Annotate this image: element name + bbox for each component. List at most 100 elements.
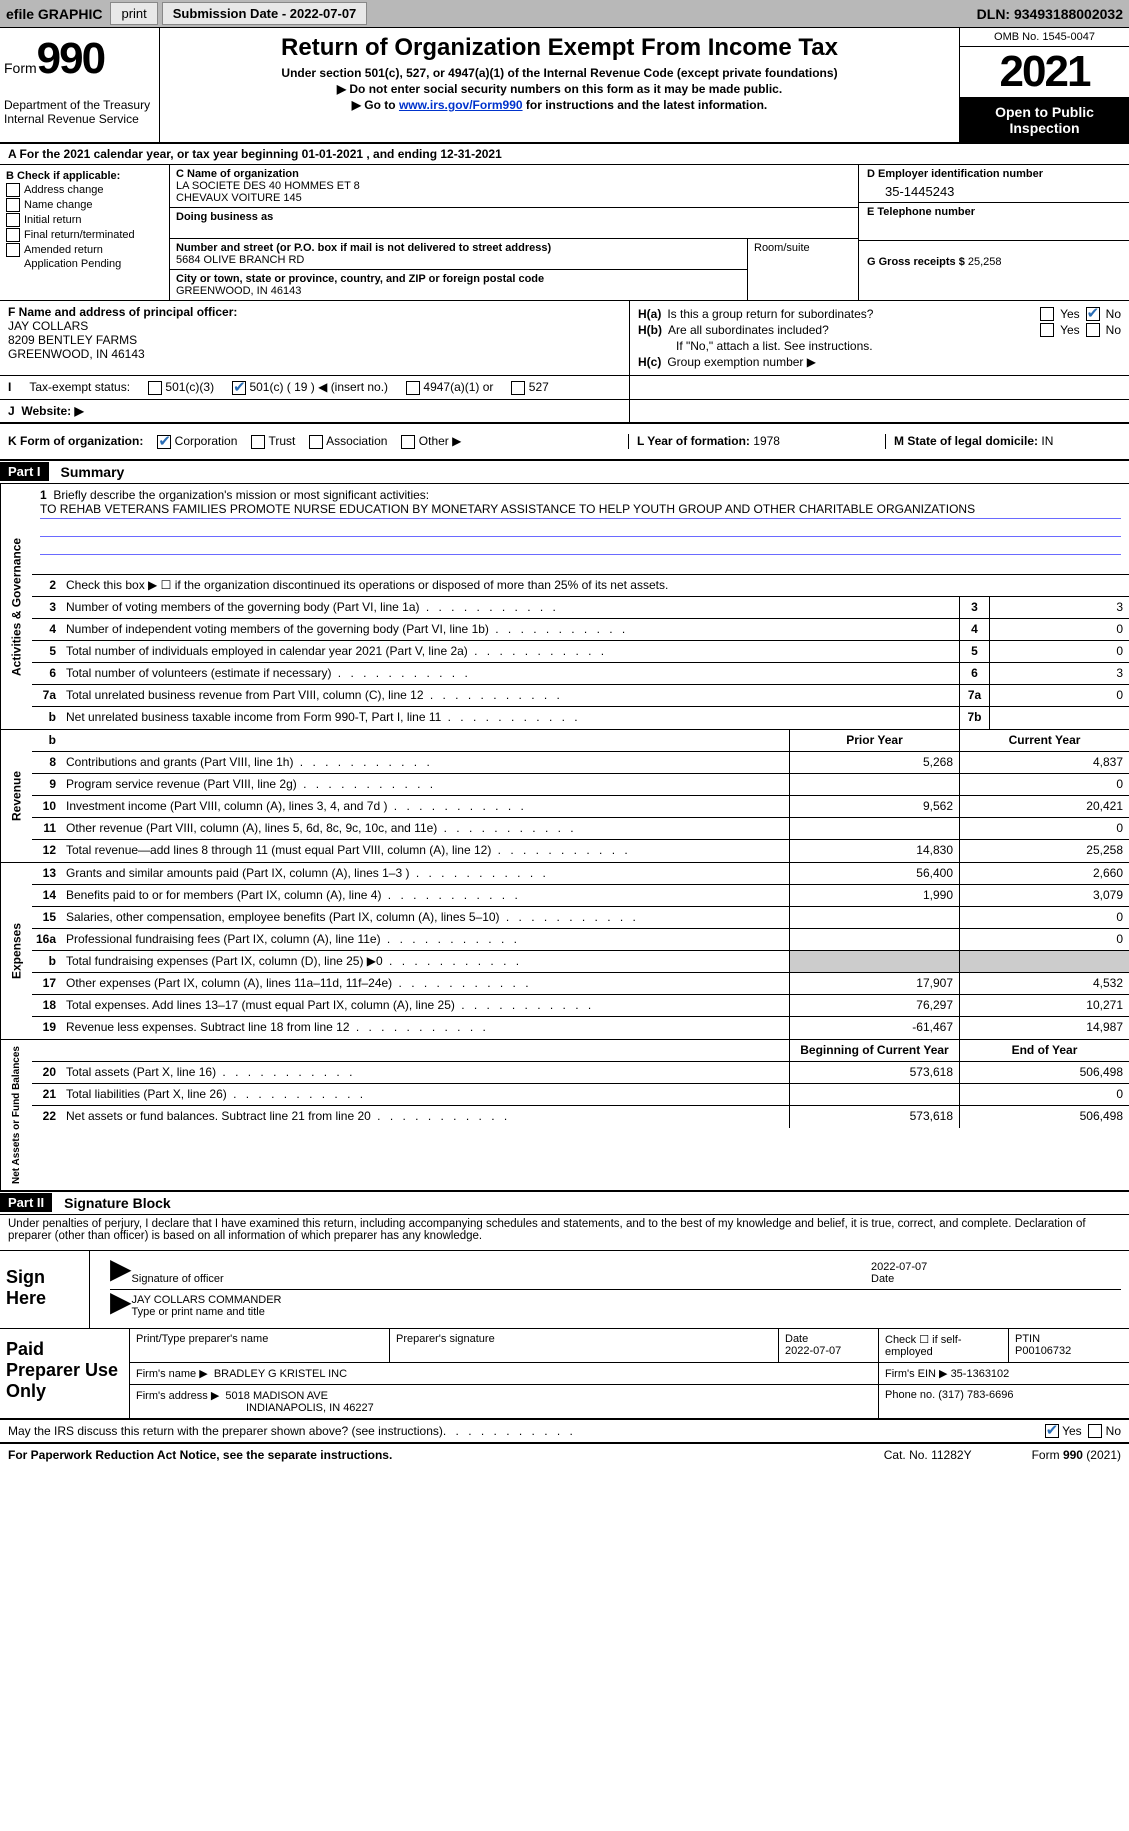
omb-label: OMB No. 1545-0047	[960, 28, 1129, 47]
gross-receipts-value: 25,258	[968, 256, 1002, 268]
firm-addr2: INDIANAPOLIS, IN 46227	[246, 1402, 374, 1414]
summary-net-assets: Net Assets or Fund Balances Beginning of…	[0, 1040, 1129, 1192]
year-formation: 1978	[753, 434, 780, 448]
summary-line: 13Grants and similar amounts paid (Part …	[32, 863, 1129, 885]
officer-addr2: GREENWOOD, IN 46143	[8, 347, 145, 361]
paid-preparer-block: Paid Preparer Use Only Print/Type prepar…	[0, 1329, 1129, 1420]
summary-line: 21Total liabilities (Part X, line 26)0	[32, 1084, 1129, 1106]
summary-line: 10Investment income (Part VIII, column (…	[32, 796, 1129, 818]
checkbox-other[interactable]	[401, 435, 415, 449]
summary-line: 16aProfessional fundraising fees (Part I…	[32, 929, 1129, 951]
summary-line: 20Total assets (Part X, line 16)573,6185…	[32, 1062, 1129, 1084]
checkbox-hb-yes[interactable]	[1040, 323, 1054, 337]
checkbox-initial-return[interactable]	[6, 213, 20, 227]
form-header: Form990 Department of the Treasury Inter…	[0, 28, 1129, 144]
checkbox-trust[interactable]	[251, 435, 265, 449]
form-word: Form	[4, 60, 37, 76]
summary-line: bTotal fundraising expenses (Part IX, co…	[32, 951, 1129, 973]
dln-label: DLN: 93493188002032	[971, 6, 1129, 22]
preparer-date: 2022-07-07	[785, 1345, 841, 1357]
name-arrow-icon: ▶	[110, 1302, 132, 1326]
officer-name-title: JAY COLLARS COMMANDER	[132, 1294, 282, 1306]
checkbox-name-change[interactable]	[6, 198, 20, 212]
summary-expenses: Expenses 13Grants and similar amounts pa…	[0, 863, 1129, 1040]
subtitle-2: ▶ Do not enter social security numbers o…	[166, 82, 953, 96]
row-k-form-org: K Form of organization: Corporation Trus…	[0, 424, 1129, 461]
summary-line: 18Total expenses. Add lines 13–17 (must …	[32, 995, 1129, 1017]
row-a-calendar-year: A For the 2021 calendar year, or tax yea…	[0, 144, 1129, 165]
row-i-tax-status: I Tax-exempt status: 501(c)(3) 501(c) ( …	[0, 376, 1129, 400]
checkbox-association[interactable]	[309, 435, 323, 449]
summary-line: 14Benefits paid to or for members (Part …	[32, 885, 1129, 907]
street-address: 5684 OLIVE BRANCH RD	[176, 254, 304, 266]
footer-row: For Paperwork Reduction Act Notice, see …	[0, 1444, 1129, 1466]
checkbox-address-change[interactable]	[6, 183, 20, 197]
col-b-checkboxes: B Check if applicable: Address change Na…	[0, 165, 170, 300]
checkbox-4947[interactable]	[406, 381, 420, 395]
summary-line: 8Contributions and grants (Part VIII, li…	[32, 752, 1129, 774]
checkbox-discuss-yes[interactable]	[1045, 1424, 1059, 1438]
mission-text: TO REHAB VETERANS FAMILIES PROMOTE NURSE…	[40, 502, 1121, 516]
checkbox-corporation[interactable]	[157, 435, 171, 449]
summary-line: 4Number of independent voting members of…	[32, 619, 1129, 641]
officer-addr1: 8209 BENTLEY FARMS	[8, 333, 137, 347]
open-inspection-label: Open to Public Inspection	[960, 98, 1129, 142]
instructions-link[interactable]: www.irs.gov/Form990	[399, 98, 523, 112]
summary-revenue: Revenue b Prior Year Current Year 8Contr…	[0, 730, 1129, 863]
part-2-header: Part II Signature Block	[0, 1192, 1129, 1215]
checkbox-ha-yes[interactable]	[1040, 307, 1054, 321]
summary-line: 19Revenue less expenses. Subtract line 1…	[32, 1017, 1129, 1039]
section-bcdeg: B Check if applicable: Address change Na…	[0, 165, 1129, 301]
summary-line: 22Net assets or fund balances. Subtract …	[32, 1106, 1129, 1128]
checkbox-final-return[interactable]	[6, 228, 20, 242]
firm-ein: 35-1363102	[951, 1368, 1010, 1380]
firm-addr1: 5018 MADISON AVE	[225, 1390, 328, 1402]
checkbox-amended-return[interactable]	[6, 243, 20, 257]
ein-value: 35-1445243	[867, 180, 1121, 199]
summary-line: bNet unrelated business taxable income f…	[32, 707, 1129, 729]
col-c-org-info: C Name of organization LA SOCIETE DES 40…	[170, 165, 859, 300]
checkbox-hb-no[interactable]	[1086, 323, 1100, 337]
summary-line: 5Total number of individuals employed in…	[32, 641, 1129, 663]
summary-line: 9Program service revenue (Part VIII, lin…	[32, 774, 1129, 796]
summary-line: 6Total number of volunteers (estimate if…	[32, 663, 1129, 685]
subtitle-3: ▶ Go to www.irs.gov/Form990 for instruct…	[166, 98, 953, 112]
summary-activities-governance: Activities & Governance 1 Briefly descri…	[0, 484, 1129, 730]
checkbox-527[interactable]	[511, 381, 525, 395]
checkbox-501c3[interactable]	[148, 381, 162, 395]
org-name-1: LA SOCIETE DES 40 HOMMES ET 8	[176, 180, 360, 192]
form-title: Return of Organization Exempt From Incom…	[166, 34, 953, 62]
checkbox-501c[interactable]	[232, 381, 246, 395]
dept-label: Department of the Treasury Internal Reve…	[4, 98, 155, 126]
checkbox-discuss-no[interactable]	[1088, 1424, 1102, 1438]
sign-block: Sign Here ▶ Signature of officer 2022-07…	[0, 1250, 1129, 1329]
firm-name: BRADLEY G KRISTEL INC	[214, 1368, 347, 1380]
firm-phone: (317) 783-6696	[938, 1389, 1013, 1401]
discuss-row: May the IRS discuss this return with the…	[0, 1420, 1129, 1444]
top-bar: efile GRAPHIC print Submission Date - 20…	[0, 0, 1129, 28]
penalty-statement: Under penalties of perjury, I declare th…	[0, 1215, 1129, 1250]
form-number: 990	[37, 34, 104, 83]
city-state-zip: GREENWOOD, IN 46143	[176, 285, 301, 297]
summary-line: 11Other revenue (Part VIII, column (A), …	[32, 818, 1129, 840]
submission-date-label: Submission Date - 2022-07-07	[162, 2, 368, 25]
summary-line: 12Total revenue—add lines 8 through 11 (…	[32, 840, 1129, 862]
summary-line: 3Number of voting members of the governi…	[32, 597, 1129, 619]
print-button[interactable]: print	[110, 2, 157, 25]
signature-date: 2022-07-07	[871, 1261, 927, 1273]
part-1-header: Part I Summary	[0, 461, 1129, 484]
subtitle-1: Under section 501(c), 527, or 4947(a)(1)…	[166, 66, 953, 80]
officer-name: JAY COLLARS	[8, 319, 88, 333]
row-j-website: J Website: ▶	[0, 400, 1129, 424]
col-d-ein: D Employer identification number 35-1445…	[859, 165, 1129, 300]
org-name-2: CHEVAUX VOITURE 145	[176, 192, 302, 204]
summary-line: 7aTotal unrelated business revenue from …	[32, 685, 1129, 707]
section-fh: F Name and address of principal officer:…	[0, 301, 1129, 376]
summary-line: 17Other expenses (Part IX, column (A), l…	[32, 973, 1129, 995]
ptin-value: P00106732	[1015, 1345, 1071, 1357]
efile-label: efile GRAPHIC	[0, 6, 108, 22]
tax-year: 2021	[960, 47, 1129, 98]
state-domicile: IN	[1041, 434, 1053, 448]
checkbox-ha-no[interactable]	[1086, 307, 1100, 321]
summary-line: 15Salaries, other compensation, employee…	[32, 907, 1129, 929]
